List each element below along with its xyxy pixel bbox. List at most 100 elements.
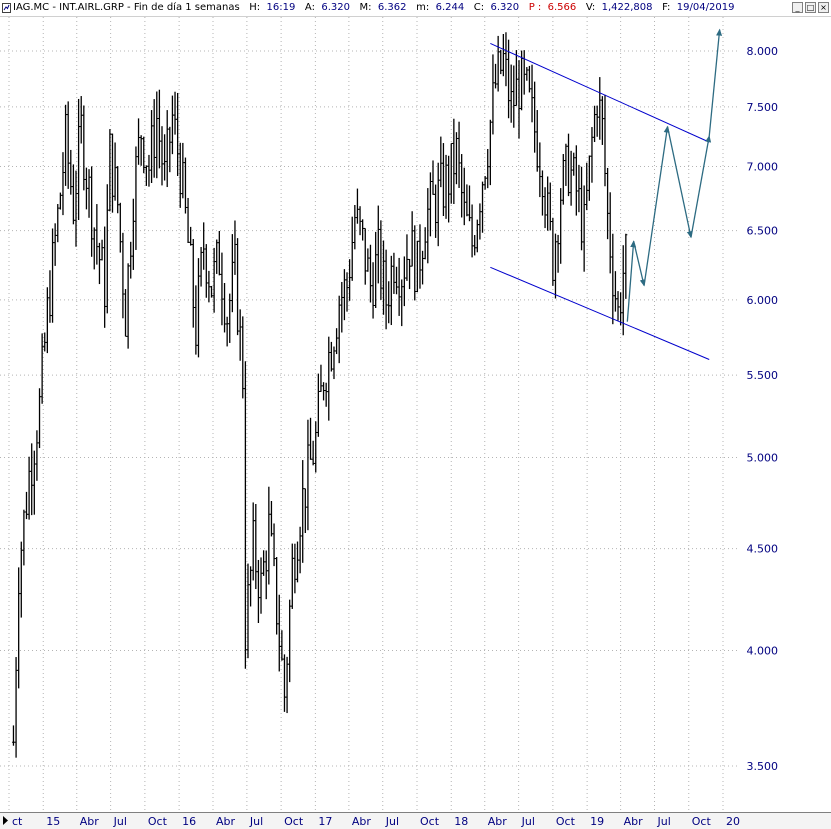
ohlc-bar xyxy=(113,142,117,201)
ohlc-bar xyxy=(535,110,539,172)
ohlc-bar xyxy=(582,185,586,272)
ohlc-bar xyxy=(275,557,279,635)
ohlc-bar xyxy=(139,135,143,166)
minimize-button[interactable]: _ xyxy=(792,2,803,13)
projection xyxy=(626,28,723,322)
ohlc-bar xyxy=(236,238,240,336)
scroll-left-icon[interactable] xyxy=(3,816,8,825)
ohlc-bar xyxy=(95,204,99,265)
x-axis-bar[interactable]: ct 15 Abr Jul Oct 16 Abr Jul Oct 17 Abr Jul Oct 18 Abr… xyxy=(0,812,831,829)
ohlc-bar xyxy=(215,239,219,274)
ohlc-bar xyxy=(17,567,21,689)
close-button[interactable]: × xyxy=(818,2,829,13)
x-tick-label: Abr xyxy=(624,815,644,828)
x-tick-label: 18 xyxy=(454,815,468,828)
y-tick-label: 4.500 xyxy=(747,543,779,556)
ohlc-bar xyxy=(392,252,396,294)
ohlc-bar xyxy=(220,252,224,326)
ohlc-bar xyxy=(473,235,477,256)
title-mm-value: 6.244 xyxy=(435,2,465,13)
ohlc-bar xyxy=(410,211,414,267)
ohlc-bar xyxy=(126,263,130,349)
ohlc-bar xyxy=(319,364,323,392)
ohlc-bar xyxy=(408,258,412,290)
x-tick-label: Oct xyxy=(692,815,712,828)
ohlc-bar xyxy=(110,133,114,213)
ohlc-bar xyxy=(144,165,148,186)
ohlc-bar xyxy=(363,227,367,285)
projection-segment xyxy=(690,135,712,238)
ohlc-bar xyxy=(105,184,109,314)
ohlc-bar xyxy=(35,430,39,481)
ohlc-bar xyxy=(418,224,422,289)
price-chart: 3.500 4.000 4.500 5.000 5.500 6.000 6.500 7.000… xyxy=(0,17,779,812)
ohlc-bar xyxy=(590,127,594,183)
ohlc-bar xyxy=(447,155,451,223)
ohlc-bar xyxy=(314,421,318,473)
x-tick-label: Oct xyxy=(284,815,304,828)
x-tick-label: 19 xyxy=(590,815,604,828)
ohlc-bar xyxy=(137,118,141,165)
ohlc-bar xyxy=(97,242,101,285)
ohlc-bar xyxy=(465,184,469,217)
chart-window-icon xyxy=(2,3,11,13)
ohlc-bar xyxy=(163,134,167,181)
ohlc-bar xyxy=(56,204,60,243)
ohlc-bar xyxy=(74,170,78,247)
title-a-label: A: xyxy=(304,2,315,13)
ohlc-bar xyxy=(335,328,339,355)
ohlc-bar xyxy=(207,270,211,303)
ohlc-bar xyxy=(27,456,31,520)
ohlc-bar xyxy=(191,239,195,328)
ohlc-bar xyxy=(116,166,120,214)
ohlc-bar xyxy=(337,295,341,364)
ohlc-bar xyxy=(569,150,573,206)
ohlc-bar xyxy=(233,220,237,275)
ohlc-bar xyxy=(621,245,625,336)
ohlc-bar xyxy=(431,160,435,195)
ohlc-bar xyxy=(152,99,156,178)
ohlc-bar xyxy=(551,217,555,286)
ohlc-bar xyxy=(324,382,328,407)
ohlc-bar xyxy=(249,566,253,607)
ohlc-bar xyxy=(350,216,354,281)
ohlc-bar xyxy=(345,272,349,312)
y-tick-label: 7.000 xyxy=(747,160,779,173)
ohlc-bar xyxy=(210,285,214,298)
title-f-label: F: xyxy=(662,2,671,13)
ohlc-bar xyxy=(595,105,599,137)
ohlc-bar xyxy=(593,105,597,143)
ohlc-bar xyxy=(548,182,552,231)
ohlc-bar xyxy=(311,440,315,466)
ohlc-bar xyxy=(467,185,471,222)
ohlc-bar xyxy=(64,104,68,186)
ohlc-bar xyxy=(389,255,393,326)
x-tick-label: Oct xyxy=(148,815,168,828)
ohlc-bar xyxy=(256,559,260,623)
ohlc-bar xyxy=(559,188,563,264)
ohlc-bar xyxy=(269,501,273,537)
ohlc-bar xyxy=(303,488,307,534)
ohlc-bar xyxy=(90,166,94,257)
ohlc-bar xyxy=(309,417,313,460)
ohlc-bar xyxy=(165,110,169,188)
ohlc-bar xyxy=(395,266,399,295)
ohlc-bar xyxy=(79,96,83,144)
ohlc-bar xyxy=(121,232,125,319)
ohlc-bar xyxy=(457,121,461,188)
ohlc-bar xyxy=(19,541,23,618)
ohlc-bar xyxy=(611,233,615,325)
ohlc-bar xyxy=(494,63,498,89)
ohlc-bar xyxy=(183,157,187,214)
ohlc-bar xyxy=(376,205,380,284)
maximize-button[interactable]: □ xyxy=(805,2,816,13)
ohlc-bar xyxy=(491,54,495,135)
window-title: IAG.MC - INT.AIRL.GRP - Fin de día 1 sem… xyxy=(13,2,734,14)
y-tick-label: 7.500 xyxy=(747,101,779,114)
ohlc-bar xyxy=(61,152,65,216)
ohlc-bar xyxy=(543,187,547,229)
ohlc-bar xyxy=(58,192,62,210)
ohlc-bar xyxy=(241,316,245,399)
ohlc-bar xyxy=(202,222,206,270)
ohlc-bar xyxy=(259,557,263,614)
